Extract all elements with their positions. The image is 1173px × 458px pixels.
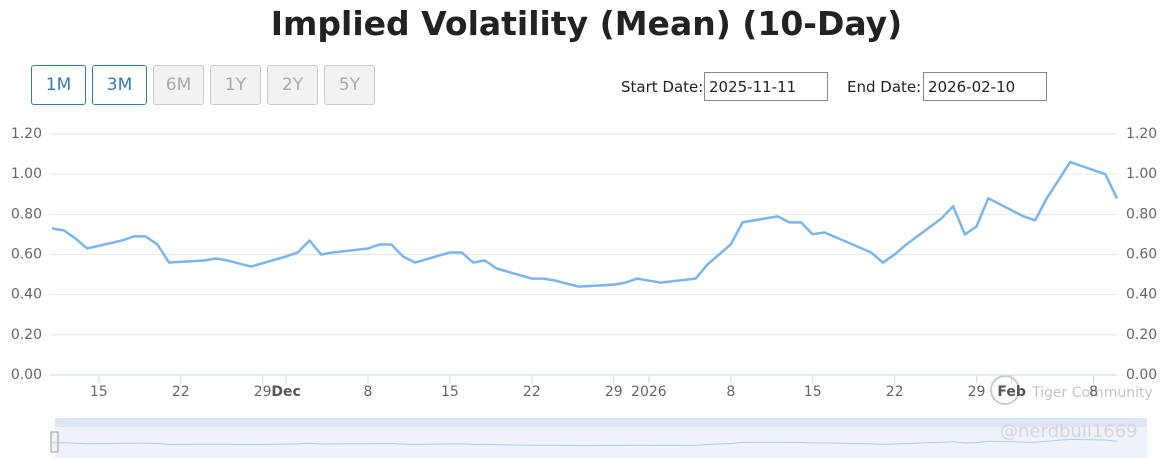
x-tick-label: 8 [364,384,373,400]
y2-tick-label: 0.40 [1126,287,1157,303]
navigator-line [51,438,1118,447]
navigator-handle-bar[interactable] [55,418,1147,427]
x-tick-label: Dec [271,384,300,400]
x-tick-label: 8 [726,384,735,400]
y-tick-label: 0.20 [11,327,42,343]
x-tick-label: 15 [90,384,108,400]
x-tick-label: 29 [968,384,986,400]
y2-tick-label: 0.60 [1126,247,1157,263]
start-input[interactable]: 2025-11-11 [704,72,828,101]
y-tick-label: 0.80 [11,206,42,222]
x-tick-label: Feb [997,384,1026,400]
end-input[interactable]: 2026-02-10 [923,72,1047,101]
start-label: Start Date: [621,78,704,96]
y2-tick-label: 0.20 [1126,327,1157,343]
chart-title: Implied Volatility (Mean) (10-Day) [270,4,903,43]
x-tick-label: 8 [1089,384,1098,400]
y-tick-label: 1.20 [11,126,42,142]
x-tick-label: 22 [523,384,541,400]
x-tick-label: 15 [804,384,822,400]
x-tick-label: 22 [886,384,904,400]
range-button: 5Y [324,65,375,105]
y-tick-label: 0.60 [11,247,42,263]
x-tick-label: 2026 [631,384,667,400]
series-line [51,160,1119,288]
x-tick-label: 15 [441,384,459,400]
y2-tick-label: 1.20 [1126,126,1157,142]
x-tick-label: 22 [172,384,190,400]
watermark-user: @nerdbull1669 [1000,421,1138,442]
y2-tick-label: 0.00 [1126,367,1157,383]
range-button[interactable]: 3M [92,65,147,105]
watermark-brand: Tiger Community [1031,385,1153,401]
y-tick-label: 0.40 [11,287,42,303]
range-button: 2Y [267,65,318,105]
y-tick-label: 1.00 [11,166,42,182]
watermark-logo [990,375,1020,405]
x-tick-label: 29 [254,384,272,400]
range-buttons: 1M 3M 6M 1Y 2Y 5Y [31,65,375,105]
end-label: End Date: [847,78,922,96]
y-tick-label: 0.00 [11,367,42,383]
y2-tick-label: 1.00 [1126,166,1157,182]
range-button: 1Y [210,65,261,105]
range-button: 6M [153,65,204,105]
x-tick-label: 29 [605,384,623,400]
range-button[interactable]: 1M [31,65,86,105]
y2-tick-label: 0.80 [1126,206,1157,222]
navigator-handle[interactable] [50,431,59,453]
